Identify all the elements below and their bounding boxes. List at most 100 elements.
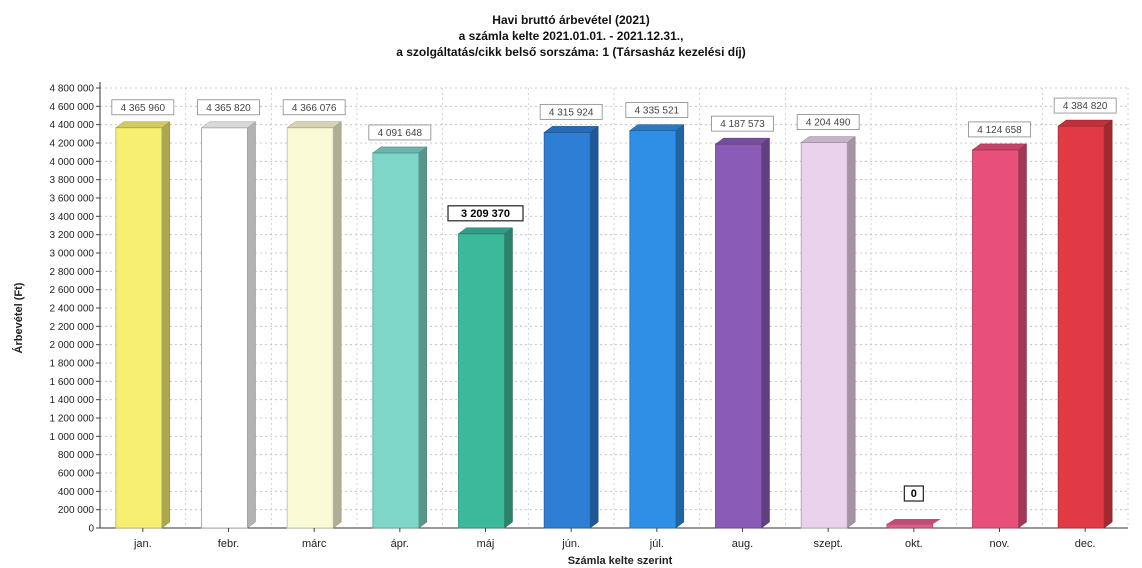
data-label-text: 4 187 573 <box>720 119 765 130</box>
bar-side <box>332 121 342 529</box>
bar-front <box>1057 125 1105 529</box>
bar-side <box>846 136 856 529</box>
bar-side <box>761 137 770 529</box>
y-tick-label: 3 800 000 <box>50 175 95 186</box>
data-label: 4 366 076 <box>282 99 346 116</box>
chart-title-line-3: a szolgáltatás/cikk belső sorszáma: 1 (T… <box>396 45 746 59</box>
data-label-text: 0 <box>911 488 917 500</box>
bar-febr. <box>200 121 257 529</box>
y-tick-label: 1 000 000 <box>50 432 95 443</box>
data-label: 4 335 521 <box>625 102 689 118</box>
y-tick-label: 800 000 <box>58 450 95 461</box>
y-tick-label: 3 600 000 <box>50 194 95 205</box>
data-label: 4 365 960 <box>111 99 175 116</box>
axes <box>99 82 1128 529</box>
value-labels: 4 365 960 4 365 820 4 366 076 4 091 648 3 20… <box>111 97 1117 502</box>
bar-side <box>247 121 256 529</box>
data-label-text: 4 124 658 <box>977 125 1022 136</box>
y-tick-label: 3 200 000 <box>50 230 95 241</box>
y-tick-label: 4 400 000 <box>50 120 95 131</box>
data-label-box <box>1053 97 1117 114</box>
bar-front <box>286 127 334 529</box>
data-label-box <box>197 99 260 116</box>
y-tick-label: 1 800 000 <box>50 359 95 370</box>
x-tick-label: szept. <box>813 538 842 550</box>
bar-top <box>115 121 171 129</box>
bar-top <box>200 121 257 129</box>
bar-máj <box>457 227 514 529</box>
data-label-text: 4 366 076 <box>292 103 337 114</box>
bar-side <box>418 146 428 529</box>
bar-top <box>800 136 856 143</box>
bar-front <box>800 142 848 529</box>
x-axis-ticks: jan. febr. márc ápr. máj jún. júl. aug. szept. ok… <box>133 528 1096 550</box>
bar-top <box>629 124 685 131</box>
bar-side <box>589 125 599 529</box>
y-tick-label: 0 <box>88 524 94 535</box>
data-label: 4 315 924 <box>539 103 603 120</box>
y-tick-label: 600 000 <box>58 469 95 480</box>
y-tick-label: 200 000 <box>58 505 95 516</box>
bar-front <box>715 143 762 529</box>
data-label-text: 4 384 820 <box>1063 101 1108 112</box>
data-label-box <box>968 121 1031 138</box>
data-label-box <box>539 103 603 120</box>
x-tick-label: ápr. <box>391 538 409 550</box>
x-tick-label: nov. <box>990 538 1010 550</box>
bar-front <box>886 523 934 529</box>
bar-aug. <box>714 137 771 529</box>
bar-top <box>457 227 514 235</box>
bar-top <box>886 519 941 524</box>
x-tick-label: jún. <box>561 538 580 550</box>
x-tick-label: aug. <box>732 538 753 550</box>
bar-side <box>1103 119 1113 529</box>
bar-top <box>286 121 342 129</box>
bar-top <box>372 146 428 154</box>
bar-okt. <box>886 519 941 529</box>
y-tick-label: 4 000 000 <box>50 157 95 168</box>
data-label-box <box>711 115 774 132</box>
x-tick-label: okt. <box>905 538 923 550</box>
y-tick-label: 4 800 000 <box>50 84 95 95</box>
data-label: 4 124 658 <box>968 121 1031 138</box>
y-tick-label: 1 400 000 <box>50 395 95 406</box>
bar-jún. <box>543 125 599 529</box>
bar-top <box>971 143 1028 151</box>
data-label-text: 4 335 521 <box>635 106 680 117</box>
y-tick-label: 4 600 000 <box>50 102 95 113</box>
data-label-text: 4 315 924 <box>549 107 594 118</box>
y-tick-label: 2 400 000 <box>50 304 95 315</box>
data-label: 4 091 648 <box>368 124 432 141</box>
bar-nov. <box>971 143 1028 529</box>
bar-front <box>972 149 1019 529</box>
data-label-box <box>368 124 432 141</box>
x-tick-label: febr. <box>218 538 239 550</box>
y-tick-label: 3 400 000 <box>50 212 95 223</box>
data-label-box <box>447 205 524 222</box>
bar-front <box>629 130 677 529</box>
y-tick-label: 1 600 000 <box>50 377 95 388</box>
data-label: 4 384 820 <box>1053 97 1117 114</box>
chart-title-line-2: a számla kelte 2021.01.01. - 2021.12.31.… <box>459 29 684 43</box>
y-axis-label: Árbevétel (Ft) <box>12 282 25 353</box>
x-tick-label: júl. <box>649 538 664 550</box>
y-tick-label: 2 200 000 <box>50 322 95 333</box>
x-axis-label: Számla kelte szerint <box>568 555 673 567</box>
x-tick-label: jan. <box>133 538 152 550</box>
data-label: 4 365 820 <box>197 99 260 116</box>
data-label-text: 4 091 648 <box>378 128 423 139</box>
x-tick-label: dec. <box>1075 538 1096 550</box>
data-label-text: 3 209 370 <box>461 208 510 220</box>
bar-side <box>161 121 171 529</box>
data-label: 0 <box>903 485 924 502</box>
data-label: 3 209 370 <box>447 205 524 222</box>
bar-front <box>372 152 420 529</box>
data-label-box <box>796 114 860 130</box>
bar-márc <box>286 121 342 529</box>
data-label-box <box>903 485 924 502</box>
data-label-text: 4 204 490 <box>806 118 851 129</box>
data-label-text: 4 365 820 <box>206 103 251 114</box>
bar-jan. <box>115 121 171 529</box>
data-label: 4 204 490 <box>796 114 860 130</box>
